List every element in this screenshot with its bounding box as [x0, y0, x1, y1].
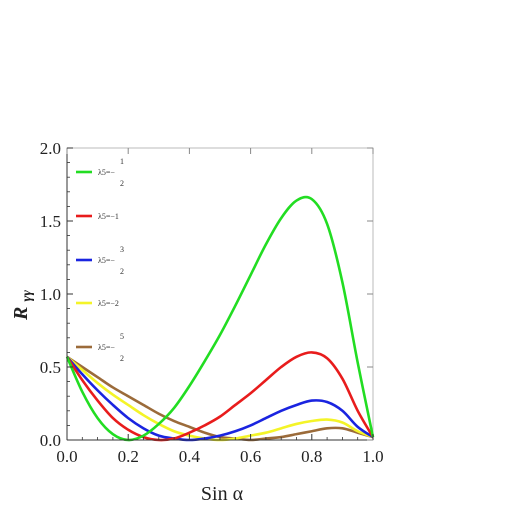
- legend-numerator: 3: [120, 245, 124, 254]
- legend-label: λ5=−: [98, 256, 115, 265]
- legend-denominator: 2: [120, 267, 124, 276]
- x-tick-label: 0.4: [179, 447, 201, 466]
- legend-label: λ5=−: [98, 343, 115, 352]
- series-line: [66, 355, 374, 442]
- y-axis-label: R γγ: [10, 290, 35, 321]
- legend-numerator: 5: [120, 332, 124, 341]
- legend-numerator: 1: [120, 157, 124, 166]
- y-tick-label: 0.5: [40, 358, 61, 377]
- x-tick-label: 0.0: [56, 447, 77, 466]
- y-axis-label-sub: γγ: [20, 290, 35, 302]
- x-tick-label: 0.8: [301, 447, 322, 466]
- y-tick-label: 2.0: [40, 139, 61, 158]
- legend-label: λ5=−1: [98, 212, 119, 221]
- y-tick-label: 0.0: [40, 431, 61, 450]
- series-line: [65, 351, 375, 442]
- legend-denominator: 2: [120, 354, 124, 363]
- x-axis-label: Sin α: [201, 483, 244, 505]
- series-line: [65, 195, 375, 442]
- y-axis-label-main: R: [10, 307, 32, 321]
- legend-label: λ5=−: [98, 168, 115, 177]
- x-tick-label: 0.2: [118, 447, 139, 466]
- x-tick-label: 0.6: [240, 447, 261, 466]
- legend-label: λ5=−2: [98, 299, 119, 308]
- y-tick-label: 1.5: [40, 212, 61, 231]
- x-tick-label: 1.0: [362, 447, 383, 466]
- y-tick-label: 1.0: [40, 285, 61, 304]
- legend-denominator: 2: [120, 179, 124, 188]
- series-line: [66, 355, 374, 442]
